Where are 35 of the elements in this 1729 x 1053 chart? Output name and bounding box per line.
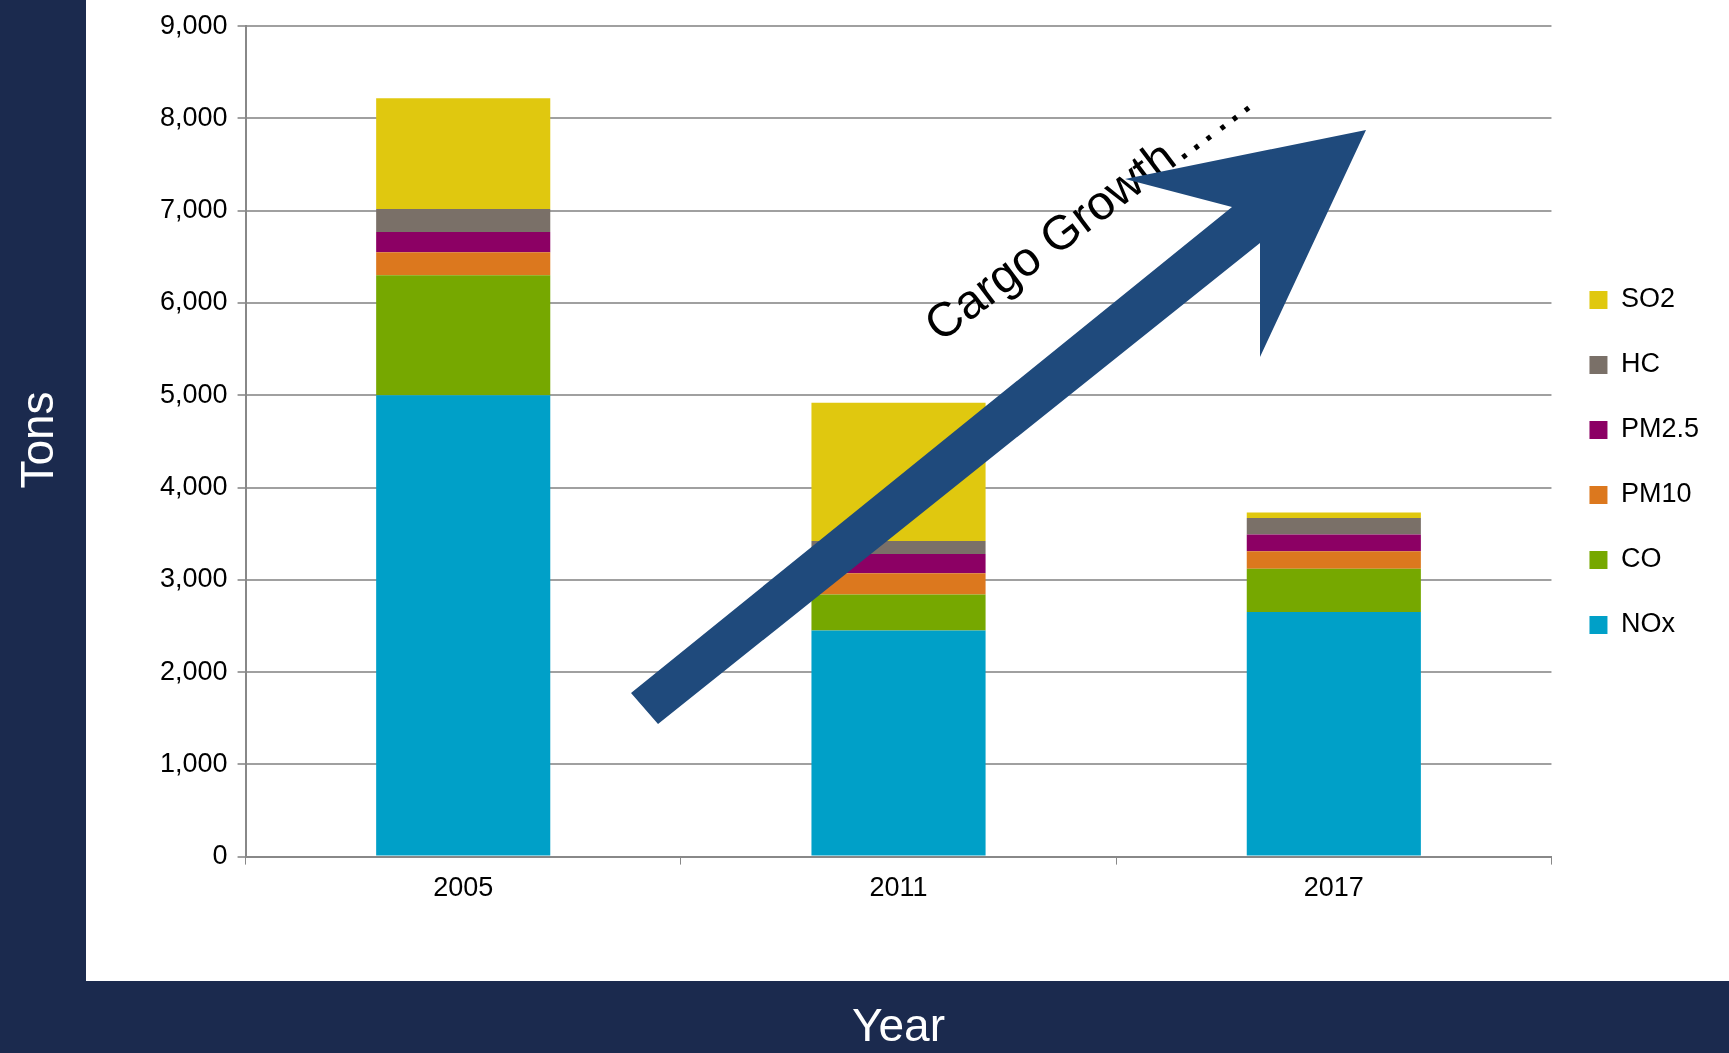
x-tick-label: 2017	[1303, 872, 1364, 903]
bar	[376, 208, 551, 232]
y-tick-label: 2,000	[159, 655, 228, 686]
legend-label: SO2	[1620, 283, 1675, 314]
legend-label: CO	[1620, 543, 1662, 574]
bar	[1246, 551, 1421, 569]
bar	[1246, 517, 1421, 535]
x-tick-label: 2011	[869, 872, 928, 903]
y-tick-label: 0	[212, 840, 228, 871]
bar	[1246, 568, 1421, 613]
x-axis-title: Year	[852, 998, 945, 1051]
legend-label: PM10	[1620, 478, 1692, 509]
bar	[376, 252, 551, 276]
y-tick-label: 4,000	[159, 470, 228, 501]
y-tick-label: 1,000	[159, 747, 228, 778]
y-tick-label: 3,000	[159, 563, 228, 594]
bar	[1246, 612, 1421, 856]
y-tick-label: 9,000	[159, 9, 228, 40]
x-tick-label: 2005	[433, 872, 494, 903]
y-tick-label: 5,000	[159, 378, 228, 409]
bar	[376, 395, 551, 856]
y-tick-label: 7,000	[159, 194, 228, 225]
bar	[1246, 534, 1421, 552]
y-axis-title: Tons	[10, 391, 63, 489]
legend-label: PM2.5	[1620, 413, 1700, 444]
bar	[1246, 512, 1421, 518]
y-tick-label: 6,000	[159, 286, 228, 317]
bar	[376, 98, 551, 209]
bar	[376, 275, 551, 396]
legend-label: HC	[1620, 348, 1660, 379]
legend-label: NOx	[1620, 608, 1676, 639]
bar	[376, 231, 551, 253]
bar	[811, 594, 986, 631]
y-tick-label: 8,000	[159, 101, 228, 132]
bar	[811, 630, 986, 856]
